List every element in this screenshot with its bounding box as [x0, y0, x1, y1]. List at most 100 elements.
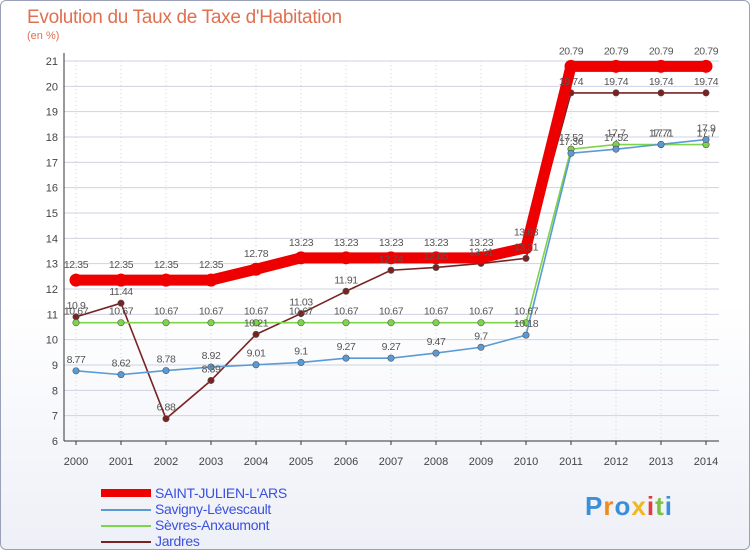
data-point: [387, 354, 395, 362]
data-label: 13.63: [514, 227, 539, 239]
data-label: 20.79: [559, 45, 584, 57]
data-label: 17.52: [604, 132, 629, 144]
data-label: 13.23: [379, 237, 404, 249]
data-label: 10.21: [244, 317, 269, 329]
y-tick-label: 21: [46, 56, 58, 68]
proxiti-logo: Proxiti: [585, 491, 673, 521]
x-tick-label: 2004: [244, 456, 268, 468]
data-label: 20.79: [649, 45, 674, 57]
data-point: [609, 59, 623, 73]
x-tick-label: 2013: [649, 456, 673, 468]
data-point: [204, 273, 218, 287]
data-point: [477, 343, 485, 351]
data-point: [339, 251, 353, 265]
data-point: [114, 273, 128, 287]
y-tick-label: 15: [46, 208, 58, 220]
data-point: [519, 241, 533, 255]
data-point: [702, 89, 710, 97]
data-label: 13.23: [334, 237, 359, 249]
data-label: 19.74: [604, 76, 629, 88]
data-label: 17.9: [697, 123, 716, 135]
data-label: 13.23: [424, 237, 449, 249]
x-tick-label: 2003: [199, 456, 223, 468]
data-label: 10.67: [469, 306, 494, 318]
data-label: 9.47: [427, 336, 446, 348]
data-point: [117, 299, 125, 307]
data-point: [342, 354, 350, 362]
axes: 6 7 8 9 10 11 12 13 14 15 16 17 18 19 20 21 2000 2001 2002…: [46, 53, 719, 468]
data-label: 12.74: [379, 253, 404, 265]
data-label: 13.21: [514, 241, 539, 253]
legend-swatch: [101, 489, 151, 497]
data-point: [522, 254, 530, 262]
gridlines: [64, 60, 719, 442]
legend-label: Savigny-Lévescault: [155, 501, 271, 517]
x-tick-label: 2011: [559, 456, 583, 468]
data-point: [252, 319, 260, 327]
legend-label: SAINT-JULIEN-L'ARS: [155, 485, 287, 501]
chart-title: Evolution du Taux de Taxe d'Habitation: [27, 7, 342, 28]
data-label: 10.18: [514, 318, 539, 330]
data-label: 11.03: [289, 297, 313, 309]
data-point: [69, 273, 83, 287]
data-label: 10.9: [67, 300, 86, 312]
data-label: 17.36: [559, 136, 584, 148]
data-point: [612, 89, 620, 97]
data-label: 17.7: [607, 128, 626, 140]
data-point: [432, 319, 440, 327]
data-label: 8.39: [202, 363, 221, 375]
y-tick-label: 7: [52, 411, 58, 423]
data-point: [429, 251, 443, 265]
legend-swatch: [101, 509, 151, 511]
data-label: 9.27: [337, 341, 356, 353]
data-point: [702, 136, 710, 144]
data-point: [117, 371, 125, 379]
data-point: [162, 367, 170, 375]
data-label: 11.91: [334, 274, 358, 286]
x-tick-label: 2007: [379, 456, 403, 468]
data-point: [207, 363, 215, 371]
data-point: [657, 89, 665, 97]
y-tick-label: 13: [46, 259, 58, 271]
data-point: [159, 273, 173, 287]
data-point: [564, 59, 578, 73]
data-point: [252, 330, 260, 338]
data-point: [432, 349, 440, 357]
y-tick-label: 10: [46, 335, 58, 347]
legend-swatch: [101, 541, 151, 543]
data-point: [249, 262, 263, 276]
data-label: 10.67: [109, 306, 134, 318]
y-tick-label: 9: [52, 360, 58, 372]
x-tick-label: 2005: [289, 456, 313, 468]
x-tick-label: 2010: [514, 456, 538, 468]
data-point: [612, 145, 620, 153]
y-tick-label: 16: [46, 183, 58, 195]
data-label: 17.7: [697, 128, 716, 140]
data-label: 6.88: [157, 402, 176, 414]
data-point: [432, 263, 440, 271]
x-tick-label: 2014: [694, 456, 718, 468]
data-label: 12.85: [424, 250, 449, 262]
data-label: 19.74: [649, 76, 674, 88]
data-label: 8.77: [67, 354, 86, 366]
data-point: [252, 361, 260, 369]
data-label: 9.01: [247, 348, 266, 360]
data-label: 12.35: [199, 259, 224, 271]
data-label: 8.62: [112, 358, 131, 370]
data-label: 10.67: [289, 306, 314, 318]
series-lines: [69, 59, 713, 423]
data-label: 9.27: [382, 341, 401, 353]
data-point: [297, 319, 305, 327]
data-point: [294, 251, 308, 265]
data-label: 10.67: [64, 306, 89, 318]
x-tick-label: 2006: [334, 456, 358, 468]
data-label: 9.7: [474, 330, 488, 342]
y-tick-label: 8: [52, 385, 58, 397]
data-label: 13.23: [289, 237, 314, 249]
y-tick-label: 18: [46, 132, 58, 144]
x-tick-label: 2012: [604, 456, 628, 468]
data-point: [342, 287, 350, 295]
y-tick-label: 12: [46, 284, 58, 296]
